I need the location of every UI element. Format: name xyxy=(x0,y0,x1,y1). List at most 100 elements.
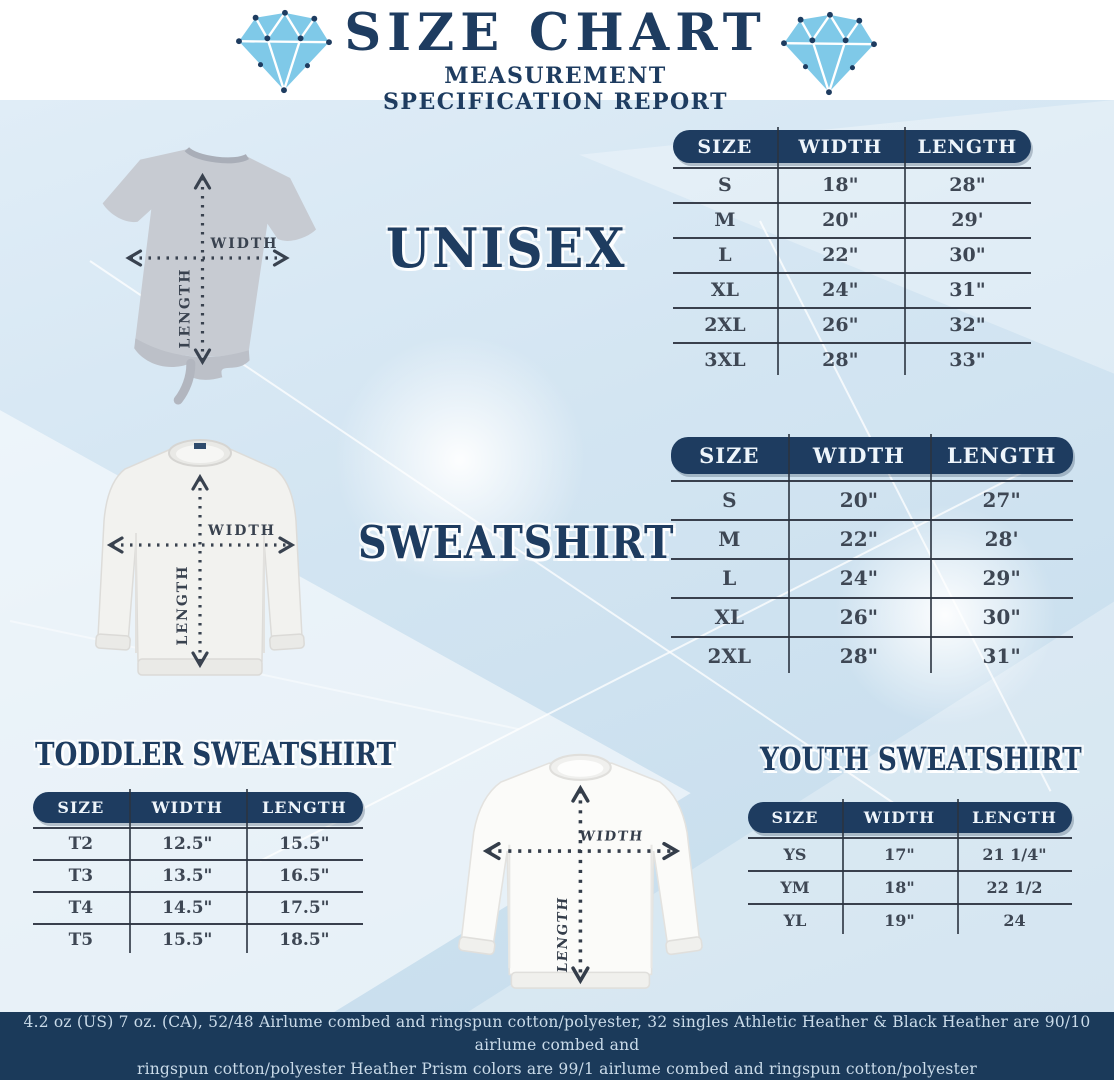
cell-size: L xyxy=(722,566,737,590)
page-title: SIZE CHART xyxy=(344,3,767,63)
column-header-length: LENGTH xyxy=(972,808,1057,827)
table-header-row: SIZE WIDTH LENGTH xyxy=(748,802,1072,833)
diamond-icon xyxy=(236,9,332,94)
table-divider xyxy=(787,434,790,673)
cell-length: 33" xyxy=(949,349,986,371)
table-row: S 18" 28" xyxy=(673,167,1031,202)
cell-size: T3 xyxy=(68,866,94,886)
cell-width: 14.5" xyxy=(162,898,213,918)
youth-size-table: SIZE WIDTH LENGTH YS 17" 21 1/4" YM 18" … xyxy=(748,799,1072,936)
unisex-size-table: SIZE WIDTH LENGTH S 18" 28" M 20" 29' L … xyxy=(673,127,1031,377)
table-row: L 24" 29" xyxy=(671,558,1073,597)
table-row: YM 18" 22 1/2 xyxy=(748,870,1072,903)
youth-sweatshirt-heading: YOUTH SWEATSHIRT xyxy=(760,740,1082,778)
fabric-spec-line2: ringspun cotton/polyester Heather Prism … xyxy=(136,1059,977,1078)
cell-size: 3XL xyxy=(704,349,746,371)
cell-width: 13.5" xyxy=(162,866,213,886)
sweatshirt-image: WIDTH LENGTH xyxy=(95,439,305,676)
cell-size: YL xyxy=(783,911,807,930)
column-header-length: LENGTH xyxy=(946,443,1057,468)
table-row: T2 12.5" 15.5" xyxy=(33,827,363,859)
cell-length: 31" xyxy=(982,644,1021,668)
cell-length: 31" xyxy=(949,279,986,301)
table-header-row: SIZE WIDTH LENGTH xyxy=(671,437,1073,474)
cell-size: L xyxy=(718,244,732,266)
table-row: XL 26" 30" xyxy=(671,597,1073,636)
cell-size: M xyxy=(718,527,741,551)
width-arrow-label: WIDTH xyxy=(209,236,278,252)
cell-length: 28" xyxy=(949,174,986,196)
cell-length: 30" xyxy=(949,244,986,266)
table-row: XL 24" 31" xyxy=(673,272,1031,307)
cell-width: 26" xyxy=(822,314,859,336)
table-row: T4 14.5" 17.5" xyxy=(33,891,363,923)
table-row: 3XL 28" 33" xyxy=(673,342,1031,377)
cell-length: 32" xyxy=(949,314,986,336)
cell-size: YS xyxy=(783,845,807,864)
diamond-icon xyxy=(781,11,877,96)
table-row: M 22" 28' xyxy=(671,519,1073,558)
cell-width: 20" xyxy=(839,488,879,512)
cell-size: YM xyxy=(780,878,810,897)
length-arrow-label: LENGTH xyxy=(555,895,571,973)
column-header-width: WIDTH xyxy=(151,798,223,817)
bg-glow xyxy=(330,330,590,590)
toddler-size-table: SIZE WIDTH LENGTH T2 12.5" 15.5" T3 13.5… xyxy=(33,789,363,955)
column-header-length: LENGTH xyxy=(917,135,1018,158)
table-divider xyxy=(956,799,959,934)
cell-size: S xyxy=(722,488,737,512)
sweatshirt-heading: SWEATSHIRT xyxy=(358,516,675,569)
cell-width: 24" xyxy=(839,566,879,590)
column-header-length: LENGTH xyxy=(262,798,347,817)
table-divider xyxy=(245,789,248,953)
table-row: T5 15.5" 18.5" xyxy=(33,923,363,955)
cell-width: 15.5" xyxy=(162,930,213,950)
cell-width: 24" xyxy=(822,279,859,301)
table-divider xyxy=(903,127,906,375)
cell-size: T2 xyxy=(68,834,94,854)
width-arrow-label: WIDTH xyxy=(207,523,276,539)
table-divider xyxy=(776,127,779,375)
column-header-width: WIDTH xyxy=(798,135,883,158)
cell-length: 24 xyxy=(1003,911,1026,930)
unisex-tshirt-image: WIDTH LENGTH xyxy=(102,146,317,405)
cell-length: 17.5" xyxy=(279,898,330,918)
table-row: L 22" 30" xyxy=(673,237,1031,272)
table-header-row: SIZE WIDTH LENGTH xyxy=(673,130,1031,163)
column-header-size: SIZE xyxy=(57,798,105,817)
column-header-width: WIDTH xyxy=(863,808,936,827)
cell-length: 15.5" xyxy=(279,834,330,854)
sweatshirt-size-table: SIZE WIDTH LENGTH S 20" 27" M 22" 28' L … xyxy=(671,434,1073,675)
table-row: 2XL 28" 31" xyxy=(671,636,1073,675)
cell-size: M xyxy=(714,209,736,231)
unisex-heading: UNISEX xyxy=(386,216,627,280)
cell-width: 28" xyxy=(822,349,859,371)
table-header-row: SIZE WIDTH LENGTH xyxy=(33,792,363,823)
footer: 4.2 oz (US) 7 oz. (CA), 52/48 Airlume co… xyxy=(0,1012,1114,1080)
column-header-size: SIZE xyxy=(697,135,753,158)
cell-width: 26" xyxy=(839,605,879,629)
cell-width: 28" xyxy=(839,644,879,668)
cell-width: 22" xyxy=(839,527,879,551)
cell-length: 21 1/4" xyxy=(982,845,1047,864)
table-row: M 20" 29' xyxy=(673,202,1031,237)
header: SIZE CHART MEASUREMENT SPECIFICATION REP… xyxy=(0,0,1114,115)
cell-size: S xyxy=(718,174,732,196)
cell-width: 17" xyxy=(884,845,915,864)
cell-length: 27" xyxy=(982,488,1021,512)
cell-length: 28' xyxy=(984,527,1019,551)
cell-size: 2XL xyxy=(704,314,746,336)
table-row: YS 17" 21 1/4" xyxy=(748,837,1072,870)
column-header-size: SIZE xyxy=(771,808,819,827)
column-header-size: SIZE xyxy=(699,443,760,468)
cell-size: T5 xyxy=(68,930,94,950)
toddler-sweatshirt-heading: TODDLER SWEATSHIRT xyxy=(35,735,397,773)
page-subtitle: MEASUREMENT SPECIFICATION REPORT xyxy=(383,63,728,115)
table-divider xyxy=(128,789,131,953)
kid-sweatshirt-image: WIDTH LENGTH xyxy=(458,753,703,989)
table-row: T3 13.5" 16.5" xyxy=(33,859,363,891)
cell-width: 12.5" xyxy=(162,834,213,854)
cell-width: 22" xyxy=(822,244,859,266)
cell-length: 29' xyxy=(951,209,984,231)
